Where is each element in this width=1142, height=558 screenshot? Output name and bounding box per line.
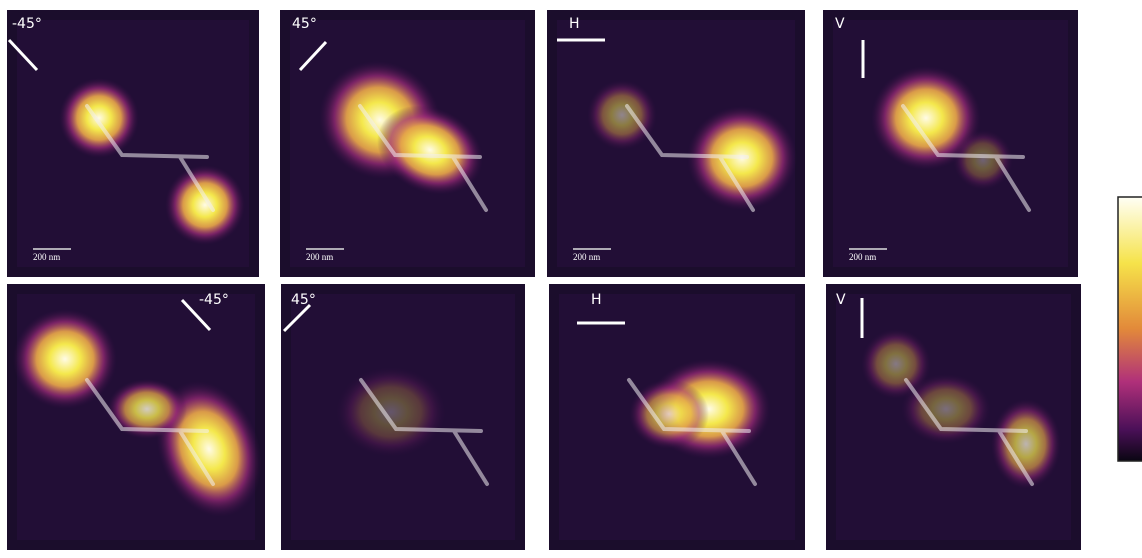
image-panel: H 200 nm bbox=[547, 10, 805, 277]
image-panel: 45° bbox=[281, 284, 525, 550]
scale-bar-label: 200 nm bbox=[306, 252, 333, 262]
intensity-spot bbox=[871, 66, 981, 170]
nanostructure bbox=[359, 378, 489, 486]
polarization-indicator bbox=[180, 298, 212, 332]
intensity-spot bbox=[59, 78, 139, 158]
nanostructure bbox=[627, 378, 757, 486]
nanostructure bbox=[904, 378, 1034, 486]
polarization-indicator bbox=[282, 303, 312, 333]
intensity-spot bbox=[861, 329, 931, 399]
polarization-label: 45° bbox=[292, 16, 317, 32]
intensity-spot bbox=[165, 165, 245, 245]
image-panel: -45° bbox=[7, 284, 265, 550]
polarization-label: -45° bbox=[12, 16, 42, 32]
intensity-spot bbox=[336, 367, 446, 457]
intensity-spot bbox=[953, 130, 1013, 190]
intensity-spot bbox=[587, 80, 657, 150]
scale-bar-label: 200 nm bbox=[33, 252, 60, 262]
nanostructure bbox=[625, 104, 755, 212]
image-panel: V 200 nm bbox=[823, 10, 1078, 277]
scale-bar-label: 200 nm bbox=[849, 252, 876, 262]
intensity-spot bbox=[901, 374, 991, 444]
image-panel: -45° 200 nm bbox=[7, 10, 259, 277]
intensity-spot bbox=[991, 399, 1061, 489]
intensity-spot bbox=[107, 379, 187, 439]
intensity-spot bbox=[13, 309, 117, 409]
polarization-label: H bbox=[591, 292, 602, 308]
image-panel: V bbox=[826, 284, 1081, 550]
scale-bar-label: 200 nm bbox=[573, 252, 600, 262]
polarization-indicator bbox=[7, 38, 39, 72]
polarization-label: H bbox=[569, 16, 580, 32]
polarization-label: -45° bbox=[199, 292, 229, 308]
polarization-label: V bbox=[836, 292, 846, 308]
nanostructure bbox=[901, 104, 1031, 212]
polarization-indicator bbox=[298, 40, 328, 72]
polarization-label: V bbox=[835, 16, 845, 32]
nanostructure bbox=[85, 378, 215, 486]
image-panel: H bbox=[549, 284, 805, 550]
colorbar bbox=[1117, 196, 1142, 462]
nanostructure bbox=[85, 104, 215, 212]
intensity-spot bbox=[629, 379, 709, 449]
nanostructure bbox=[358, 104, 488, 212]
image-panel: 45° 200 nm bbox=[280, 10, 535, 277]
intensity-spot bbox=[377, 105, 483, 195]
polarization-label: 45° bbox=[291, 292, 316, 308]
